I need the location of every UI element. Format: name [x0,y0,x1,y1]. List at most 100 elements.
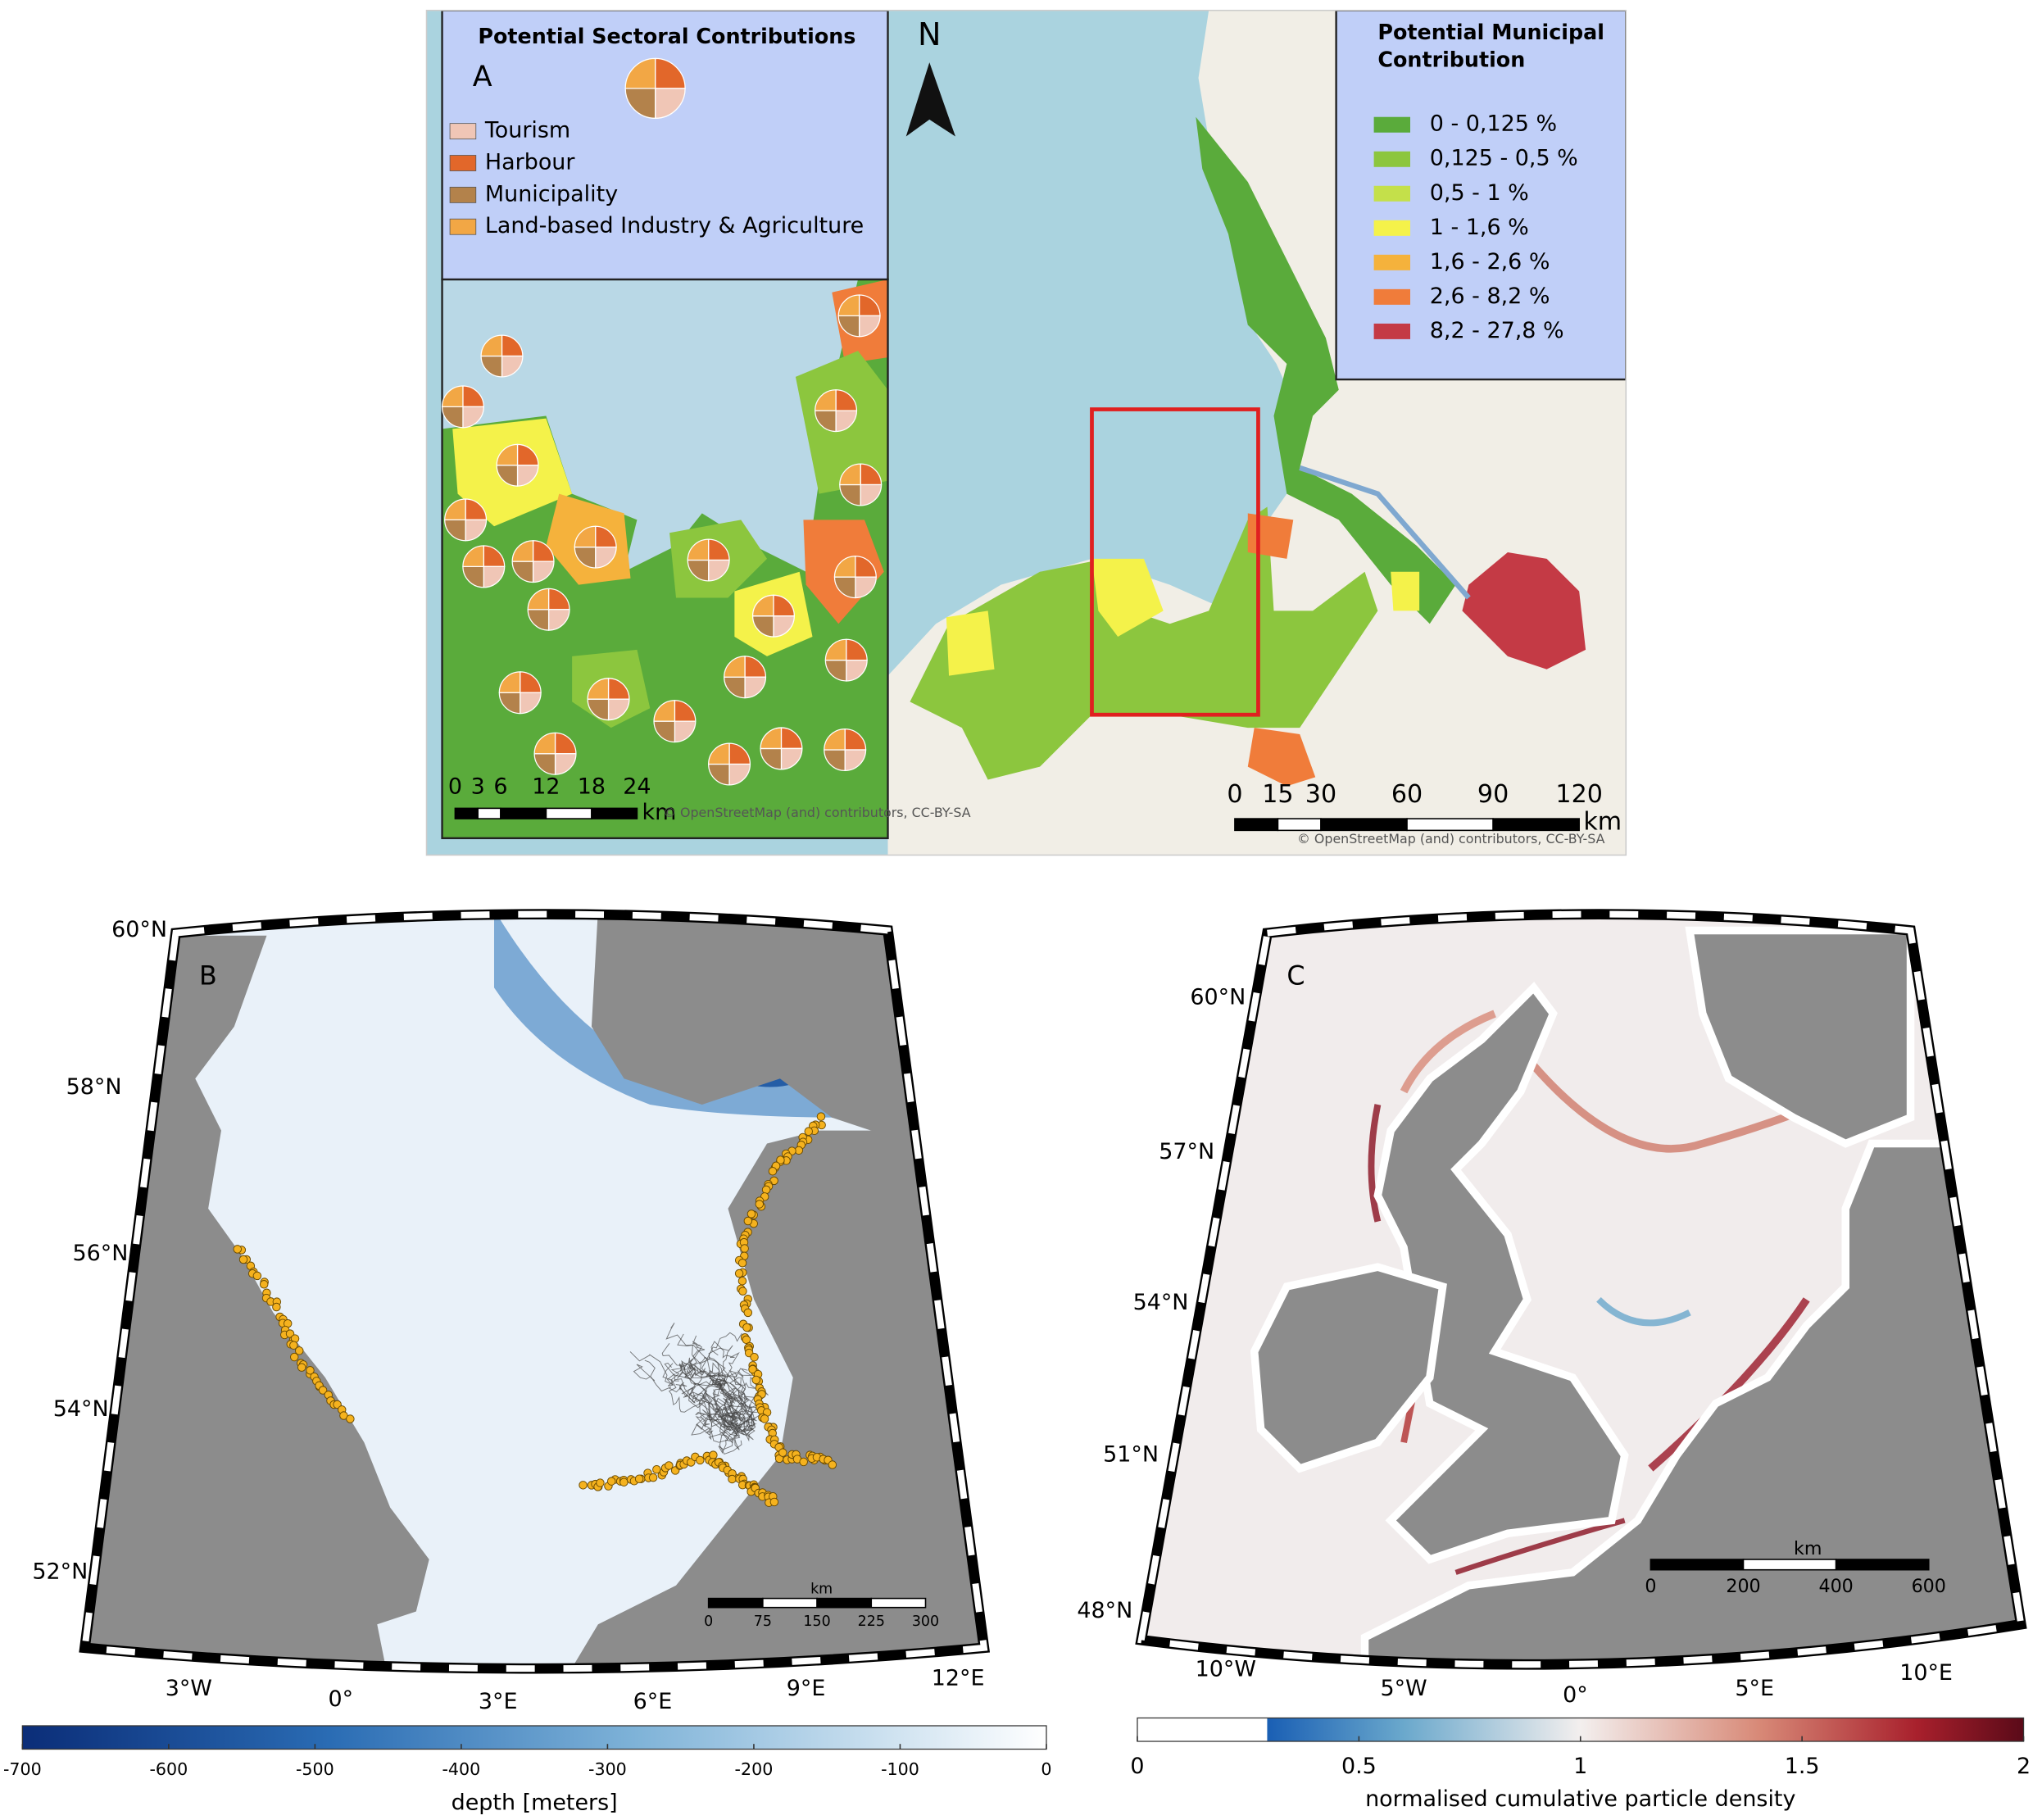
beaching-point [768,1167,778,1176]
beaching-point [252,1271,262,1281]
scale-unit: km [810,1581,833,1597]
pie-slice [674,700,697,722]
density-streak [1368,1104,1382,1223]
pie-slice [653,720,676,743]
beaching-point [233,1245,242,1254]
pie-slice [496,443,519,466]
colorbar-tick-label: -200 [735,1759,774,1779]
pie-slice [839,483,861,506]
pie-slice [465,519,488,542]
legend-label: Municipality [485,181,618,207]
pie-slice [587,678,610,700]
panel-label: C [1287,962,1305,992]
beaching-point [742,1323,751,1332]
beaching-point [665,1461,674,1470]
coastal-municipalities [910,506,1378,780]
colorbar-tick-label: 0.5 [1341,1754,1377,1779]
scale-segment [591,807,638,819]
denmark-germany [559,1130,984,1669]
beaching-point [769,1497,779,1507]
scale-segment [1835,1559,1930,1571]
legend-swatch [1373,151,1411,167]
legend-swatch [1373,254,1411,270]
pie-slice [687,538,710,561]
scale-segment [707,1597,764,1609]
colorbar: -700 -600 -500 -400 -300 -200 -100 0 depth [mete… [3,1725,1052,1816]
pie-slice [465,498,488,520]
beaching-point [761,1185,771,1195]
scale-label: 0 [448,774,462,800]
legend-label: 1 - 1,6 % [1430,215,1529,240]
graticule-label: 56°N [73,1241,129,1266]
scale-segment [477,807,501,819]
beaching-point [579,1481,588,1490]
beaching-point [740,1244,749,1253]
pie-slice [815,410,837,433]
beaching-point [760,1414,769,1423]
beaching-point [737,1259,747,1268]
municipal-legend: 0 - 0,125 % 0,125 - 0,5 % 0,5 - 1 % 1 - 1,6… [1373,111,1578,343]
pie-slice [844,728,867,751]
graticule-label: 57°N [1159,1139,1214,1164]
pie-slice [837,294,860,316]
scale-label: 30 [1305,780,1336,809]
pie-slice [824,638,847,661]
pie-slice [824,728,846,751]
pie-slice [527,588,550,610]
scale-label: 0 [1645,1576,1656,1597]
pie-slice [751,594,774,617]
beaching-point [294,1346,304,1355]
scale-label: 18 [578,774,606,800]
pie-slice [516,443,539,466]
beaching-point [606,1477,616,1486]
pie-slice [744,656,767,678]
attribution: © OpenStreetMap (and) contributors, CC-B… [663,805,971,820]
pie-slice [835,389,858,411]
graticule-label: 5°W [1380,1676,1427,1701]
pie-slice [501,334,524,357]
beaching-point [596,1478,605,1487]
graticule-label: 3°E [479,1689,518,1714]
beaching-point [816,1112,826,1121]
pie-slice [533,732,556,755]
graticule-label: 54°N [53,1396,109,1422]
beaching-point [346,1414,355,1423]
scale-unit: km [1794,1538,1822,1559]
beaching-point [743,1216,753,1226]
north-arrow [905,62,955,137]
great-britain [1373,981,1629,1564]
beaching-points [233,1112,837,1507]
beaching-point [238,1255,248,1264]
beaching-point [755,1200,765,1209]
graticule-label: 58°N [66,1074,122,1100]
pie-slice [653,700,676,722]
pie-slice [744,676,767,699]
sectoral-legend-box [441,10,889,281]
trajectory [665,1323,749,1427]
graticule-label: 5°E [1735,1676,1774,1701]
beaching-point [318,1386,328,1395]
pie-slice [496,465,519,487]
pie-slice [595,547,617,569]
panel-c-map [1141,914,2022,1665]
scale-label: 300 [912,1613,939,1630]
beaching-point [728,1474,737,1484]
legend-swatch [1373,116,1411,133]
pie-slice [444,498,466,520]
legend-label: Harbour [485,150,575,175]
pie-slice [839,463,861,486]
colorbar: 0 0.5 1 1.5 2 normalised cumulative particle … [1130,1717,2031,1812]
pie-slice [858,294,881,316]
pie-slice [441,385,464,408]
beaching-point [289,1341,298,1350]
pie-slice [674,720,697,743]
graticule-label: 52°N [32,1559,88,1584]
pie-slice [824,749,846,772]
hamburg [1462,551,1586,669]
scale-label: 24 [623,774,651,800]
beaching-point [778,1448,787,1457]
legend-label: Land-based Industry & Agriculture [485,213,864,238]
scale-label: 90 [1477,780,1509,809]
beaching-point [776,1155,785,1164]
